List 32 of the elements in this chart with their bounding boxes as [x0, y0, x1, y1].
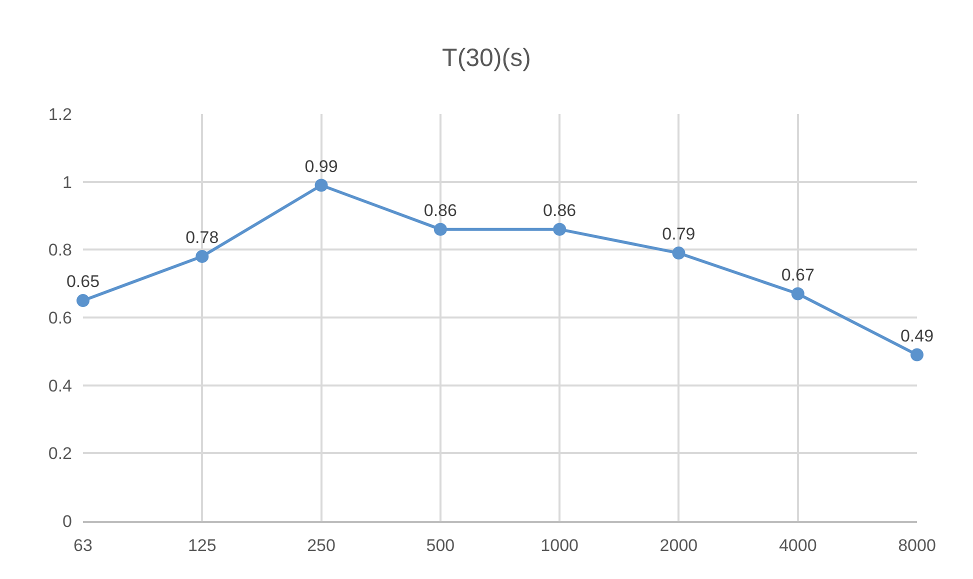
point: [910, 348, 924, 362]
x-tick-label: 63: [74, 536, 92, 556]
y-tick-label: 0: [62, 512, 72, 531]
point: [672, 246, 686, 260]
data-label: 0.79: [662, 224, 696, 244]
point: [791, 287, 804, 300]
data-label: 0.65: [66, 272, 100, 292]
y-tick-label: 0.8: [48, 240, 72, 260]
point: [553, 222, 566, 236]
y-tick-label: 0.2: [48, 444, 72, 464]
data-label: 0.78: [186, 228, 219, 248]
data-label: 0.86: [424, 200, 457, 220]
x-tick-label: 1000: [540, 536, 578, 556]
y-tick-label: 1.2: [48, 104, 72, 124]
data-label: 0.49: [900, 326, 934, 346]
x-tick-label: 4000: [778, 536, 817, 556]
x-tick-label: 500: [426, 536, 455, 556]
y-tick-label: 0.4: [48, 376, 72, 396]
x-tick-label: 2000: [660, 536, 698, 556]
x-tick-label: 125: [188, 536, 216, 556]
point: [76, 294, 90, 308]
y-tick-label: 0.6: [48, 308, 72, 328]
point: [196, 250, 209, 263]
x-tick-label: 8000: [898, 536, 936, 556]
x-tick-label: 250: [307, 536, 336, 556]
point: [434, 222, 447, 236]
data-label: 0.67: [781, 265, 814, 284]
point: [314, 178, 328, 192]
chart-title: T(30)(s): [442, 44, 531, 72]
y-tick-label: 1: [62, 172, 72, 192]
data-label: 0.86: [543, 200, 576, 220]
data-label: 0.99: [304, 156, 338, 176]
